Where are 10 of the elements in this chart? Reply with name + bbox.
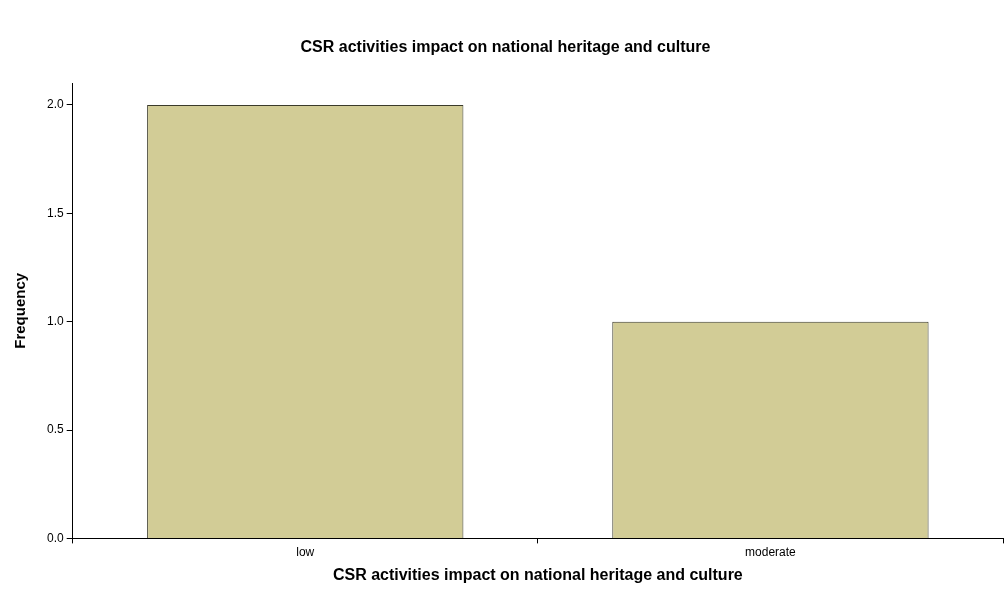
y-tick-label: 0.5	[46, 422, 64, 437]
x-tick-label: low	[296, 544, 315, 559]
y-tick-label: 0.0	[46, 530, 64, 545]
y-axis-title: Frequency	[11, 272, 29, 349]
chart-title: CSR activities impact on national heritage and culture	[300, 38, 711, 56]
y-tick-label: 1.0	[46, 313, 64, 328]
x-tick-label: moderate	[745, 544, 797, 559]
x-axis-title: CSR activities impact on national heritage and culture	[332, 565, 743, 583]
y-tick-label: 2.0	[46, 97, 64, 112]
y-tick-label: 1.5	[46, 205, 64, 220]
